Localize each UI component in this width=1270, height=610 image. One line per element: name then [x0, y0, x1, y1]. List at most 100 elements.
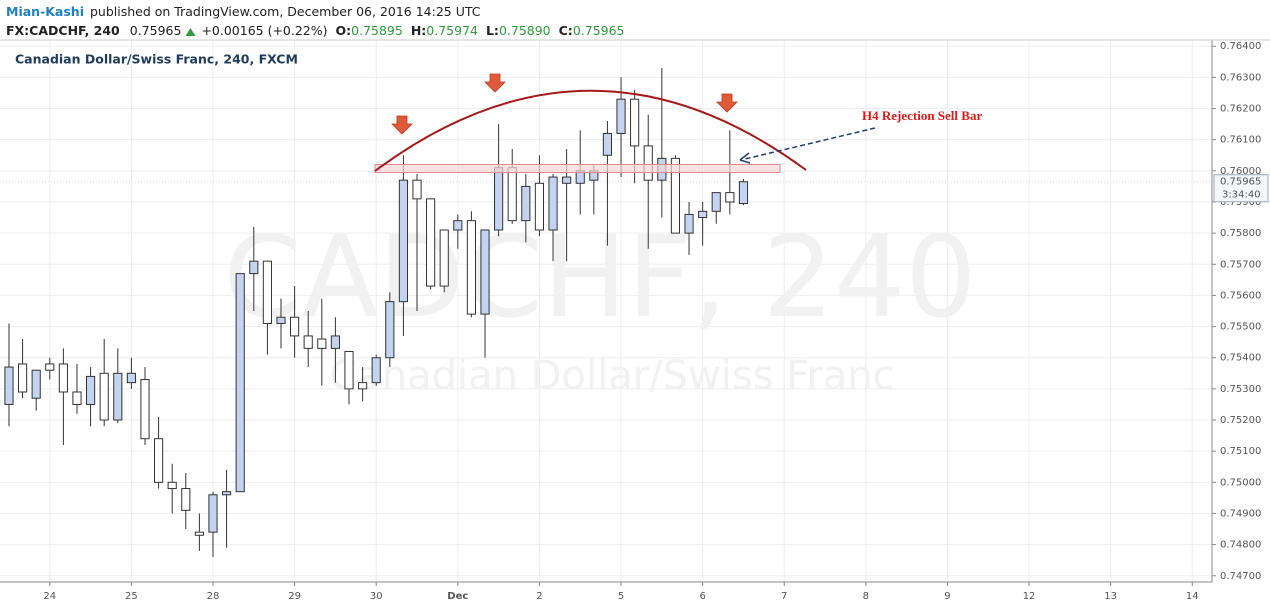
- candle-body: [426, 198, 436, 287]
- low-label: L:: [486, 23, 499, 38]
- y-tick-label: 0.75900: [1220, 197, 1261, 208]
- time-axis-bg: [0, 582, 1270, 610]
- candle-body: [126, 372, 136, 384]
- x-tick-label: 9: [944, 591, 950, 602]
- candle-body: [643, 145, 653, 181]
- pointer-line: [744, 127, 876, 160]
- x-tick-label: 29: [288, 591, 301, 602]
- candle-body: [507, 167, 517, 222]
- close-label: C:: [559, 23, 573, 38]
- candle-body: [113, 372, 123, 421]
- candle-body: [521, 185, 531, 222]
- candle-body: [140, 379, 150, 440]
- chart-title: Canadian Dollar/Swiss Franc, 240, FXCM: [15, 52, 298, 67]
- candle-body: [602, 132, 613, 156]
- y-tick-label: 0.75600: [1220, 290, 1261, 301]
- x-tick-label: 2: [536, 591, 542, 602]
- price-axis-bg: [1212, 40, 1270, 610]
- candle-body: [31, 369, 41, 399]
- close: 0.75965: [573, 23, 625, 38]
- y-tick-label: 0.74800: [1220, 540, 1261, 551]
- candle-body: [562, 176, 572, 184]
- annotation-text: H4 Rejection Sell Bar: [862, 108, 982, 123]
- candle-body: [616, 98, 626, 134]
- x-tick-label: 13: [1104, 591, 1117, 602]
- candle-body: [154, 438, 164, 483]
- y-tick-label: 0.75100: [1220, 446, 1261, 457]
- candle-body: [17, 363, 28, 393]
- watermark-subtitle: Canadian Dollar/Swiss Franc: [329, 353, 894, 399]
- candle-body: [670, 157, 681, 234]
- candle-body: [330, 335, 340, 349]
- last-price-tag: [1213, 174, 1269, 203]
- y-tick-label: 0.75800: [1220, 228, 1261, 239]
- watermark: CADCHF, 240 Canadian Dollar/Swiss Franc: [224, 213, 977, 399]
- last: 0.75965: [130, 23, 182, 38]
- y-tick-label: 0.74900: [1220, 508, 1261, 519]
- candle-body: [725, 192, 735, 203]
- candle-body: [371, 357, 381, 384]
- countdown: 3:34:40: [1222, 190, 1261, 201]
- candle-body: [167, 481, 177, 490]
- x-tick-label: 28: [207, 591, 220, 602]
- up-triangle: [185, 28, 196, 36]
- candle-body: [738, 181, 749, 205]
- candle-body: [99, 372, 109, 421]
- candle-body: [4, 366, 14, 405]
- y-tick-label: 0.75000: [1220, 477, 1261, 488]
- candles: [4, 68, 749, 558]
- x-tick-label: Dec: [447, 591, 468, 602]
- symbol: FX:CADCHF, 240: [6, 23, 120, 38]
- down-arrow: [716, 93, 738, 113]
- x-tick-label: 7: [781, 591, 787, 602]
- header-line-1: Mian-Kashi published on TradingView.com,…: [6, 4, 481, 19]
- candle-body: [222, 491, 232, 496]
- candle-body: [249, 260, 259, 275]
- candle-body: [534, 182, 545, 231]
- published: published on TradingView.com, December 0…: [90, 4, 481, 19]
- x-tick-label: 24: [43, 591, 56, 602]
- candle-body: [45, 363, 55, 371]
- down-arrow: [391, 115, 413, 135]
- pointer-head: [739, 152, 751, 164]
- y-tick-label: 0.76400: [1220, 41, 1261, 52]
- x-tick-label: 30: [370, 591, 383, 602]
- candle-body: [181, 488, 191, 511]
- y-tick-label: 0.75300: [1220, 384, 1261, 395]
- candle-body: [344, 350, 354, 390]
- candle-body: [385, 301, 395, 359]
- x-tick-label: 8: [863, 591, 869, 602]
- author: Mian-Kashi: [6, 4, 84, 19]
- candle-body: [412, 179, 422, 200]
- candle-body: [480, 229, 490, 315]
- x-tick-label: 14: [1186, 591, 1199, 602]
- down-arrow: [484, 73, 506, 93]
- low: 0.75890: [499, 23, 551, 38]
- candle-body: [684, 213, 694, 234]
- candle-body: [194, 531, 204, 536]
- resistance-zone: [374, 164, 781, 173]
- y-tick-label: 0.74700: [1220, 571, 1261, 582]
- y-tick-label: 0.76300: [1220, 72, 1261, 83]
- x-tick-label: 6: [699, 591, 705, 602]
- candle-body: [698, 210, 708, 219]
- change: +0.00165 (+0.22%): [201, 23, 327, 38]
- candle-body: [317, 338, 327, 349]
- x-tick-label: 12: [1023, 591, 1036, 602]
- candle-body: [86, 375, 96, 405]
- arc: [374, 89, 807, 172]
- candle-body: [72, 391, 82, 405]
- y-tick-label: 0.75700: [1220, 259, 1261, 270]
- watermark-text: CADCHF, 240: [224, 213, 977, 343]
- y-tick-label: 0.75500: [1220, 322, 1261, 333]
- y-tick-label: 0.75400: [1220, 353, 1261, 364]
- candle-body: [276, 316, 286, 324]
- high-label: H:: [411, 23, 426, 38]
- candle-body: [494, 167, 504, 231]
- candle-body: [290, 316, 300, 337]
- candle-body: [358, 382, 368, 390]
- y-tick-label: 0.76100: [1220, 135, 1261, 146]
- candle-body: [439, 229, 449, 287]
- candle-body: [548, 176, 558, 231]
- candle-body: [711, 192, 721, 212]
